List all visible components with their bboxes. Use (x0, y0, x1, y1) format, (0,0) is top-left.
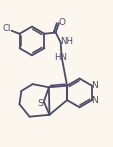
Text: N: N (91, 96, 97, 105)
Text: HN: HN (54, 53, 67, 62)
Text: O: O (58, 18, 65, 27)
Text: N: N (91, 81, 97, 90)
Text: S: S (37, 99, 43, 108)
Text: Cl: Cl (3, 24, 11, 33)
Text: NH: NH (60, 37, 73, 46)
